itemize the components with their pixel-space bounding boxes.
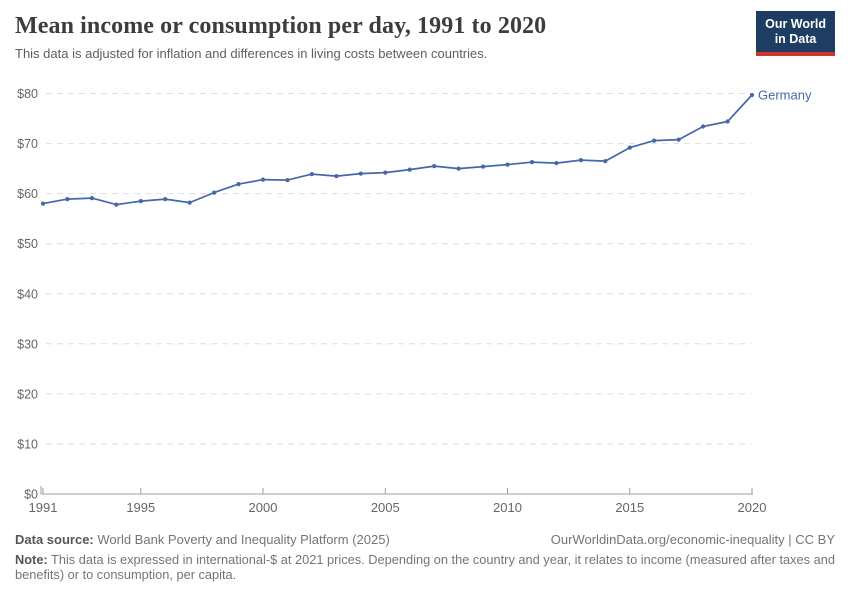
x-axis-tick-label: 2010: [493, 500, 522, 515]
data-point: [481, 164, 486, 169]
data-source-text: World Bank Poverty and Inequality Platfo…: [93, 532, 390, 547]
owid-logo-line2: in Data: [774, 32, 817, 46]
data-point: [138, 199, 143, 204]
footer-source-row: Data source: World Bank Poverty and Ineq…: [15, 532, 835, 547]
data-point: [309, 172, 314, 177]
y-axis-tick-label: $70: [17, 137, 38, 151]
note-label: Note:: [15, 552, 48, 567]
data-point: [505, 162, 510, 167]
chart-footer: Data source: World Bank Poverty and Ineq…: [0, 526, 850, 582]
y-axis-tick-label: $60: [17, 187, 38, 201]
y-axis-tick-label: $40: [17, 287, 38, 301]
x-axis-tick-label: 2020: [738, 500, 767, 515]
owid-logo: Our World in Data: [756, 11, 835, 56]
chart-title: Mean income or consumption per day, 1991…: [15, 13, 547, 39]
chart-header: Mean income or consumption per day, 1991…: [0, 0, 850, 78]
data-point: [285, 178, 290, 183]
data-point: [554, 161, 559, 166]
series-end-label: Germany: [758, 88, 812, 103]
data-point: [529, 160, 535, 165]
y-axis-tick-label: $10: [17, 437, 38, 451]
data-point: [260, 177, 266, 182]
license-link[interactable]: OurWorldinData.org/economic-inequality |…: [550, 532, 835, 547]
data-point: [163, 197, 168, 202]
note-text: This data is expressed in international-…: [15, 552, 835, 583]
y-axis-tick-label: $50: [17, 237, 38, 251]
y-axis-tick-label: $0: [24, 488, 38, 502]
data-point: [701, 124, 706, 129]
x-axis-tick-label: 2000: [249, 500, 278, 515]
series-line: [42, 94, 753, 206]
data-point: [358, 171, 363, 176]
data-point: [652, 138, 657, 143]
data-point: [749, 92, 755, 98]
data-point: [383, 170, 388, 175]
y-axis-tick-label: $30: [17, 337, 38, 351]
data-point: [236, 182, 241, 187]
data-point: [114, 202, 119, 207]
x-axis-tick-label: 2005: [371, 500, 400, 515]
x-axis-tick-label: 1991: [29, 500, 58, 515]
chart-area: $0 $10 $20 $30 $40 $50 $60 $70 $80 1991 1995 2000 20…: [0, 78, 850, 526]
data-point: [89, 196, 94, 201]
data-point: [432, 164, 437, 169]
x-axis-tick-label: 1995: [126, 500, 155, 515]
chart-subtitle: This data is adjusted for inflation and …: [15, 46, 488, 62]
data-point: [65, 197, 70, 202]
owid-logo-line1: Our World: [765, 17, 826, 31]
data-point: [676, 137, 681, 142]
y-axis-tick-label: $20: [17, 387, 38, 401]
data-point: [334, 174, 339, 179]
data-point: [407, 167, 412, 172]
data-point: [603, 159, 608, 164]
title-block: Mean income or consumption per day, 1991…: [15, 13, 546, 61]
data-point: [40, 201, 46, 206]
data-source-label: Data source:: [15, 532, 94, 547]
data-point: [725, 119, 730, 124]
data-point: [212, 190, 217, 195]
data-point: [578, 158, 584, 163]
x-axis-tick-label: 2015: [615, 500, 644, 515]
data-point: [187, 200, 192, 205]
data-point: [456, 166, 461, 171]
line-chart: $0 $10 $20 $30 $40 $50 $60 $70 $80 1991 1995 2000 20…: [17, 87, 812, 515]
y-axis-tick-label: $80: [17, 87, 38, 101]
footer-note: Note: This data is expressed in internat…: [15, 552, 835, 582]
data-point: [627, 145, 632, 150]
data-source: Data source: World Bank Poverty and Ineq…: [15, 532, 390, 547]
